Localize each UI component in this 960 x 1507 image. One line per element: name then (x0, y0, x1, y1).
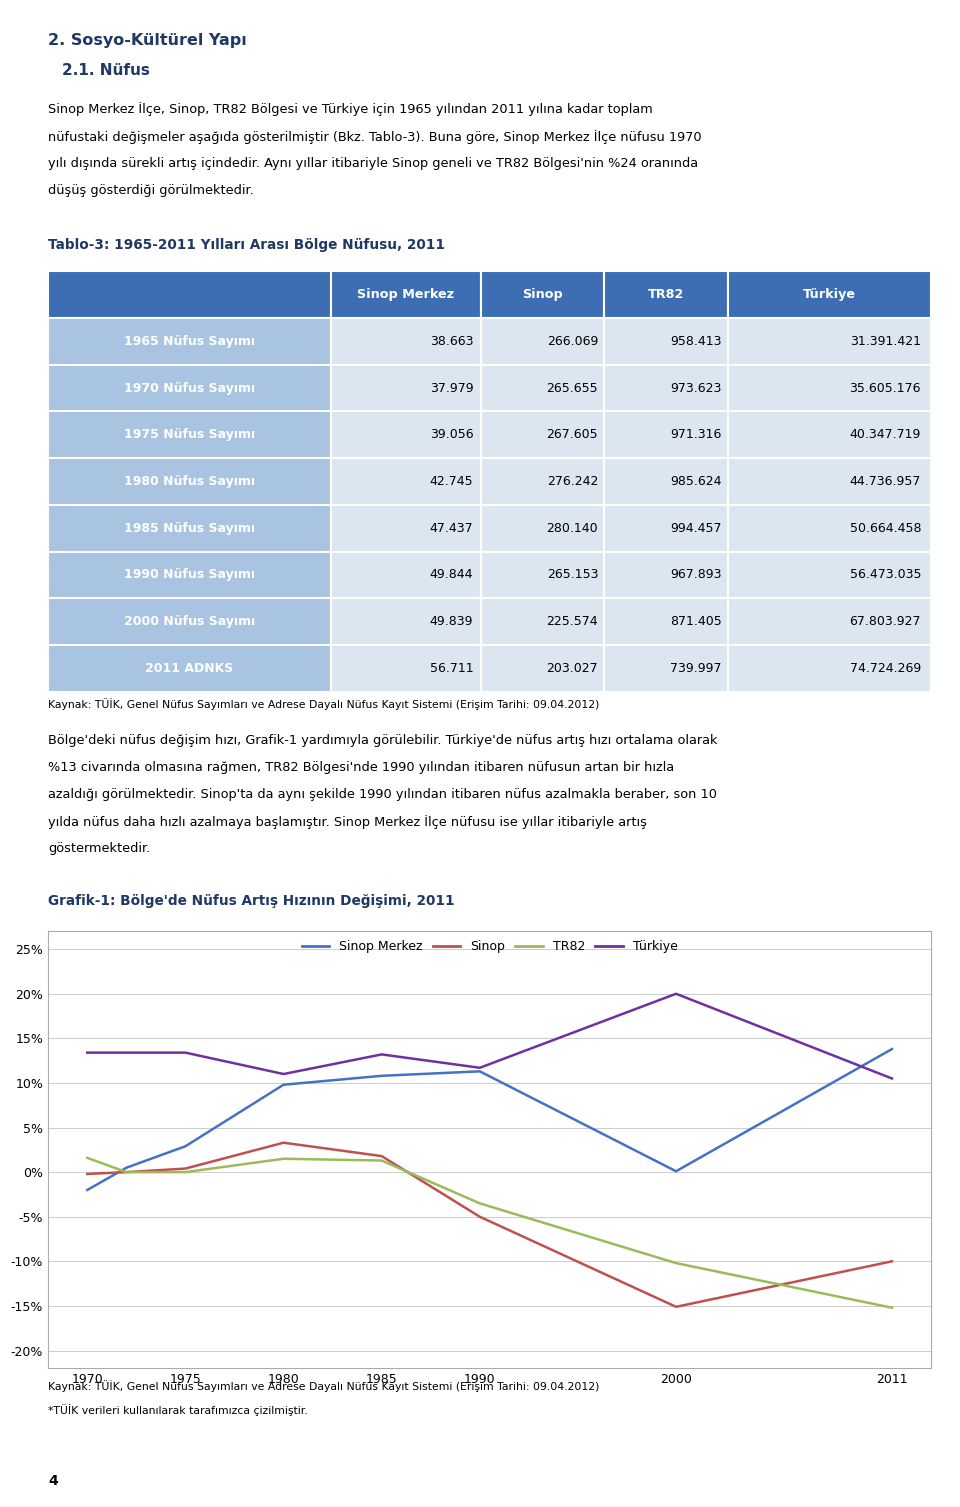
TR82 (474, 1195, 486, 1213)
Text: 267.605: 267.605 (546, 428, 598, 442)
Text: 2011 ADNKS: 2011 ADNKS (145, 662, 233, 675)
Türkiye (180, 1043, 191, 1061)
Türkiye (376, 1046, 388, 1064)
Text: yılı dışında sürekli artış içindedir. Aynı yıllar itibariyle Sinop geneli ve TR8: yılı dışında sürekli artış içindedir. Ay… (48, 157, 698, 170)
Text: 958.413: 958.413 (670, 335, 722, 348)
Text: 871.405: 871.405 (670, 615, 722, 628)
Text: 280.140: 280.140 (546, 521, 598, 535)
TR82 (670, 1254, 682, 1272)
Sinop Merkez (474, 1062, 486, 1081)
Text: 37.979: 37.979 (430, 381, 473, 395)
TR82 (121, 1163, 132, 1181)
Text: *TÜİK verileri kullanılarak tarafımızca çizilmiştir.: *TÜİK verileri kullanılarak tarafımızca … (48, 1405, 307, 1417)
Text: göstermektedir.: göstermektedir. (48, 842, 151, 856)
Sinop (121, 1163, 132, 1181)
Text: 1970 Nüfus Sayımı: 1970 Nüfus Sayımı (124, 381, 254, 395)
Text: 56.473.035: 56.473.035 (850, 568, 921, 582)
Text: 1980 Nüfus Sayımı: 1980 Nüfus Sayımı (124, 475, 254, 488)
Legend: Sinop Merkez, Sinop, TR82, Türkiye: Sinop Merkez, Sinop, TR82, Türkiye (300, 937, 680, 955)
Text: 203.027: 203.027 (546, 662, 598, 675)
Line: Türkiye: Türkiye (87, 993, 892, 1079)
Text: 994.457: 994.457 (670, 521, 722, 535)
Text: 40.347.719: 40.347.719 (850, 428, 921, 442)
Text: 276.242: 276.242 (547, 475, 598, 488)
Türkiye (277, 1065, 289, 1084)
Text: 35.605.176: 35.605.176 (850, 381, 921, 395)
Text: 265.655: 265.655 (546, 381, 598, 395)
Text: 2. Sosyo-Kültürel Yapı: 2. Sosyo-Kültürel Yapı (48, 33, 247, 48)
Türkiye (121, 1043, 132, 1061)
Text: 973.623: 973.623 (670, 381, 722, 395)
Text: düşüş gösterdiği görülmektedir.: düşüş gösterdiği görülmektedir. (48, 184, 253, 197)
Text: 44.736.957: 44.736.957 (850, 475, 921, 488)
Text: 265.153: 265.153 (547, 568, 598, 582)
Text: 1985 Nüfus Sayımı: 1985 Nüfus Sayımı (124, 521, 254, 535)
Sinop (82, 1165, 93, 1183)
Text: 74.724.269: 74.724.269 (850, 662, 921, 675)
Türkiye (82, 1043, 93, 1061)
Türkiye (670, 984, 682, 1002)
Text: 2.1. Nüfus: 2.1. Nüfus (62, 63, 151, 78)
Sinop (886, 1252, 898, 1270)
Text: azaldığı görülmektedir. Sinop'ta da aynı şekilde 1990 yılından itibaren nüfus az: azaldığı görülmektedir. Sinop'ta da aynı… (48, 788, 717, 802)
Line: Sinop Merkez: Sinop Merkez (87, 1049, 892, 1191)
Line: TR82: TR82 (87, 1157, 892, 1308)
Text: 47.437: 47.437 (430, 521, 473, 535)
Text: 56.711: 56.711 (430, 662, 473, 675)
Sinop Merkez (82, 1181, 93, 1200)
Text: Sinop Merkez İlçe, Sinop, TR82 Bölgesi ve Türkiye için 1965 yılından 2011 yılına: Sinop Merkez İlçe, Sinop, TR82 Bölgesi v… (48, 102, 653, 116)
Text: Kaynak: TÜİK, Genel Nüfus Sayımları ve Adrese Dayalı Nüfus Kayıt Sistemi (Erişim: Kaynak: TÜİK, Genel Nüfus Sayımları ve A… (48, 698, 599, 710)
TR82 (180, 1163, 191, 1181)
Text: 266.069: 266.069 (547, 335, 598, 348)
Text: 971.316: 971.316 (670, 428, 722, 442)
Text: 50.664.458: 50.664.458 (850, 521, 921, 535)
Sinop Merkez (121, 1159, 132, 1177)
Text: Bölge'deki nüfus değişim hızı, Grafik-1 yardımıyla görülebilir. Türkiye'de nüfus: Bölge'deki nüfus değişim hızı, Grafik-1 … (48, 734, 717, 747)
Text: Grafik-1: Bölge'de Nüfus Artış Hızının Değişimi, 2011: Grafik-1: Bölge'de Nüfus Artış Hızının D… (48, 894, 455, 907)
Sinop Merkez (670, 1162, 682, 1180)
Text: nüfustaki değişmeler aşağıda gösterilmiştir (Bkz. Tablo-3). Buna göre, Sinop Mer: nüfustaki değişmeler aşağıda gösterilmiş… (48, 130, 702, 143)
Line: Sinop: Sinop (87, 1142, 892, 1307)
Text: 1975 Nüfus Sayımı: 1975 Nüfus Sayımı (124, 428, 254, 442)
Text: 967.893: 967.893 (670, 568, 722, 582)
Text: Sinop: Sinop (522, 288, 563, 301)
Sinop (277, 1133, 289, 1151)
Türkiye (474, 1059, 486, 1078)
Sinop Merkez (886, 1040, 898, 1058)
Text: 39.056: 39.056 (430, 428, 473, 442)
Text: 49.839: 49.839 (430, 615, 473, 628)
Text: %13 civarında olmasına rağmen, TR82 Bölgesi'nde 1990 yılından itibaren nüfusun a: %13 civarında olmasına rağmen, TR82 Bölg… (48, 761, 674, 775)
Text: TR82: TR82 (648, 288, 684, 301)
Text: 985.624: 985.624 (670, 475, 722, 488)
Text: Kaynak: TÜİK, Genel Nüfus Sayımları ve Adrese Dayalı Nüfus Kayıt Sistemi (Erişim: Kaynak: TÜİK, Genel Nüfus Sayımları ve A… (48, 1380, 599, 1392)
Text: Sinop Merkez: Sinop Merkez (357, 288, 454, 301)
TR82 (82, 1148, 93, 1166)
Sinop Merkez (180, 1138, 191, 1156)
Sinop Merkez (376, 1067, 388, 1085)
Sinop (376, 1147, 388, 1165)
Text: 42.745: 42.745 (430, 475, 473, 488)
Text: 38.663: 38.663 (430, 335, 473, 348)
Sinop (670, 1298, 682, 1316)
Text: yılda nüfus daha hızlı azalmaya başlamıştır. Sinop Merkez İlçe nüfusu ise yıllar: yılda nüfus daha hızlı azalmaya başlamış… (48, 815, 647, 829)
Text: Türkiye: Türkiye (804, 288, 856, 301)
Text: 4: 4 (48, 1474, 58, 1487)
Text: 49.844: 49.844 (430, 568, 473, 582)
TR82 (376, 1151, 388, 1169)
Sinop (180, 1159, 191, 1177)
TR82 (886, 1299, 898, 1317)
Sinop (474, 1207, 486, 1225)
Text: 225.574: 225.574 (546, 615, 598, 628)
Text: 1990 Nüfus Sayımı: 1990 Nüfus Sayımı (124, 568, 254, 582)
Text: 2000 Nüfus Sayımı: 2000 Nüfus Sayımı (124, 615, 255, 628)
Text: 1965 Nüfus Sayımı: 1965 Nüfus Sayımı (124, 335, 254, 348)
Türkiye (886, 1070, 898, 1088)
Text: 67.803.927: 67.803.927 (850, 615, 921, 628)
Sinop Merkez (277, 1076, 289, 1094)
Text: 31.391.421: 31.391.421 (850, 335, 921, 348)
TR82 (277, 1150, 289, 1168)
Text: Tablo-3: 1965-2011 Yılları Arası Bölge Nüfusu, 2011: Tablo-3: 1965-2011 Yılları Arası Bölge N… (48, 238, 445, 252)
Text: 739.997: 739.997 (670, 662, 722, 675)
